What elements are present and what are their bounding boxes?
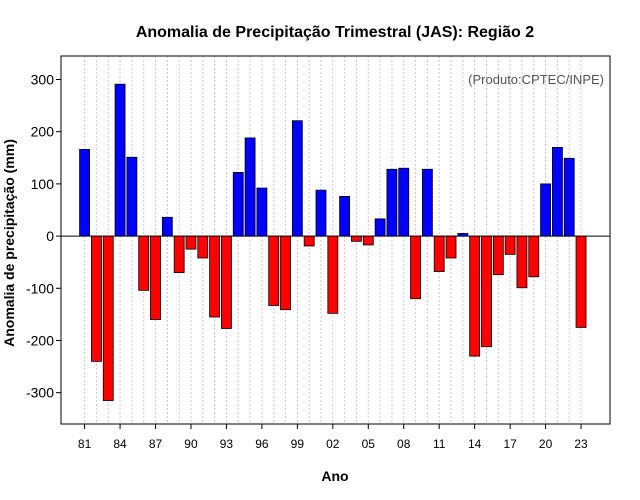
- x-tick-label: 11: [433, 437, 446, 451]
- bar-2017: [504, 235, 516, 255]
- y-tick-label: 200: [31, 124, 55, 140]
- x-tick-label: 17: [503, 437, 517, 451]
- x-tick-label: 81: [78, 437, 92, 451]
- y-tick-label: -300: [26, 385, 54, 401]
- bar-1996: [256, 187, 268, 237]
- bar-2004: [351, 235, 362, 242]
- bar-2003: [339, 196, 351, 237]
- bar-2011: [433, 235, 445, 272]
- y-axis-label: Anomalia de precipitação (mm): [1, 139, 17, 347]
- bar-2015: [481, 235, 492, 348]
- bar-1994: [232, 172, 244, 237]
- bar-2007: [386, 168, 398, 237]
- chart-title: Anomalia de Precipitação Trimestral (JAS…: [136, 24, 534, 41]
- x-tick-label: 96: [255, 437, 269, 451]
- x-tick-label: 20: [539, 437, 553, 451]
- bar-1998: [280, 235, 291, 311]
- bar-1995: [244, 137, 256, 237]
- y-tick-label: 300: [31, 71, 55, 87]
- bar-2008: [398, 167, 410, 237]
- bar-1984: [114, 83, 126, 237]
- bar-1990: [185, 235, 197, 250]
- bar-1986: [138, 235, 150, 291]
- x-tick-label: 23: [574, 437, 588, 451]
- bar-2019: [528, 235, 540, 278]
- bar-1993: [221, 235, 232, 329]
- bar-2023: [575, 235, 587, 328]
- bar-1999: [291, 120, 303, 237]
- y-tick-label: -200: [26, 332, 54, 348]
- bars: [79, 83, 587, 401]
- x-tick-label: 90: [184, 437, 198, 451]
- bar-1997: [268, 235, 280, 306]
- bar-2014: [469, 235, 481, 357]
- bar-1991: [197, 235, 209, 259]
- bar-1982: [91, 235, 102, 362]
- bar-2012: [445, 235, 457, 259]
- bar-1981: [79, 149, 90, 237]
- bar-2009: [410, 235, 421, 300]
- bar-1987: [150, 235, 161, 321]
- x-tick-label: 14: [468, 437, 482, 451]
- y-tick-label: 0: [46, 228, 54, 244]
- x-tick-label: 05: [362, 437, 376, 451]
- bar-1992: [209, 235, 221, 318]
- bar-1985: [126, 156, 138, 237]
- x-tick-label: 87: [149, 437, 163, 451]
- bar-1983: [102, 235, 114, 401]
- y-axis: 300 200 100 0 -100 -200 -300: [26, 71, 61, 401]
- bar-2000: [303, 235, 315, 247]
- bar-2020: [540, 183, 551, 237]
- bar-2016: [492, 235, 504, 276]
- bar-2021: [552, 146, 563, 237]
- x-tick-label: 08: [397, 437, 411, 451]
- x-tick-label: 93: [220, 437, 234, 451]
- bar-1989: [173, 235, 185, 274]
- x-axis: 81 84 87 90 93 96 99 02 05 08 11 14 17 20 23: [78, 424, 588, 451]
- plot-frame: [60, 55, 611, 425]
- bar-2010: [421, 168, 433, 237]
- bar-2018: [516, 235, 528, 289]
- bar-2002: [327, 235, 339, 314]
- y-tick-label: -100: [26, 280, 54, 296]
- y-tick-label: 100: [31, 176, 55, 192]
- bar-2022: [563, 157, 575, 237]
- x-tick-label: 84: [113, 437, 127, 451]
- bar-2001: [315, 189, 327, 237]
- x-tick-label: 02: [326, 437, 340, 451]
- x-axis-label: Ano: [321, 468, 348, 484]
- bar-2005: [362, 235, 374, 246]
- x-tick-label: 99: [291, 437, 305, 451]
- bar-1988: [161, 216, 173, 237]
- bar-2006: [374, 218, 386, 237]
- credit-text: (Produto:CPTEC/INPE): [468, 72, 604, 87]
